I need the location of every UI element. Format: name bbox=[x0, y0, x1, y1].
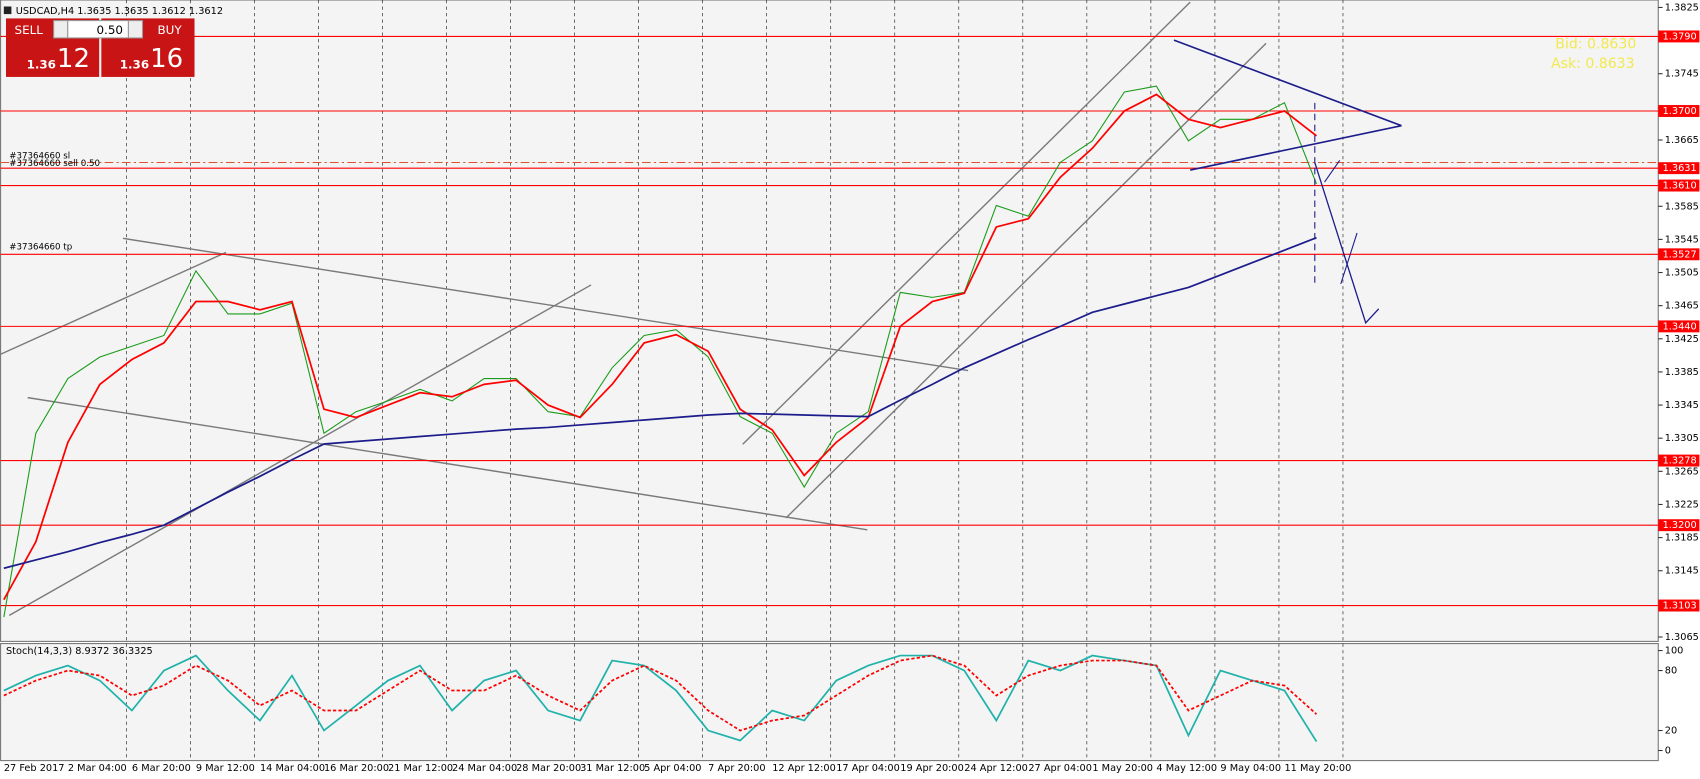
sell-pips: 12 bbox=[57, 44, 90, 74]
level-label: 1.3700 bbox=[1663, 106, 1697, 117]
y-tick-label: 100 bbox=[1665, 646, 1684, 657]
x-tick-label: 31 Mar 12:00 bbox=[580, 763, 645, 774]
level-tag bbox=[1658, 248, 1700, 261]
level-tag bbox=[1658, 179, 1700, 192]
lot-arrow[interactable] bbox=[127, 20, 144, 39]
level-label: 1.3103 bbox=[1663, 601, 1697, 612]
x-tick-label: 17 Apr 04:00 bbox=[836, 763, 900, 774]
level-label: 1.3440 bbox=[1663, 321, 1697, 332]
buy-button[interactable]: BUY bbox=[158, 23, 183, 37]
x-tick-label: 9 Mar 12:00 bbox=[196, 763, 255, 774]
x-tick-label: 2 Mar 04:00 bbox=[68, 763, 127, 774]
series-line bbox=[3, 236, 1317, 570]
y-tick-label: 1.3585 bbox=[1665, 201, 1699, 212]
y-tick-label: 1.3225 bbox=[1665, 499, 1699, 510]
lot-value[interactable]: 0.50 bbox=[96, 23, 123, 37]
level-tag bbox=[1658, 519, 1700, 532]
x-tick-label: 4 May 12:00 bbox=[1156, 763, 1217, 774]
y-tick-label: 1.3665 bbox=[1665, 135, 1699, 146]
x-tick-label: 24 Apr 12:00 bbox=[964, 763, 1028, 774]
bid: Bid: 0.8630 bbox=[1555, 36, 1636, 52]
y-tick-label: 1.3505 bbox=[1665, 268, 1699, 279]
price-panel bbox=[0, 0, 1659, 642]
level-label: 1.3278 bbox=[1663, 456, 1697, 467]
y-tick-label: 1.3745 bbox=[1665, 69, 1699, 80]
x-tick-label: 27 Apr 04:00 bbox=[1028, 763, 1092, 774]
x-tick-label: 5 Apr 04:00 bbox=[644, 763, 701, 774]
y-tick-label: 1.3345 bbox=[1665, 400, 1699, 411]
x-tick-label: 12 Apr 12:00 bbox=[772, 763, 836, 774]
stoch-title: Stoch(14,3,3) 8.9372 36.3325 bbox=[6, 646, 153, 657]
x-tick-label: 1 May 20:00 bbox=[1092, 763, 1153, 774]
series-line bbox=[3, 93, 1318, 601]
ask: Ask: 0.8633 bbox=[1551, 56, 1635, 72]
x-tick-label: 9 May 04:00 bbox=[1220, 763, 1281, 774]
y-tick-label: 1.3145 bbox=[1665, 566, 1699, 577]
triangle bbox=[1173, 39, 1402, 325]
x-tick-label: 6 Mar 20:00 bbox=[132, 763, 191, 774]
level-label: 1.3527 bbox=[1663, 249, 1697, 260]
x-tick-label: 28 Mar 20:00 bbox=[516, 763, 581, 774]
trade-panel: SELL 0.50 BUY 1.36 12 1.36 16 bbox=[5, 18, 195, 77]
x-tick-label: 14 Mar 04:00 bbox=[260, 763, 325, 774]
y-tick-label: 20 bbox=[1665, 726, 1677, 737]
level-tag bbox=[1658, 320, 1700, 333]
stoch-panel bbox=[0, 643, 1659, 762]
level-tag bbox=[1658, 599, 1700, 612]
order-label: #37364660 sl bbox=[9, 152, 70, 162]
y-tick-label: 1.3065 bbox=[1665, 632, 1699, 643]
buy-pips: 16 bbox=[150, 44, 183, 74]
y-tick-label: 1.3385 bbox=[1665, 367, 1699, 378]
order-label: #37364660 sell 0.50 bbox=[9, 159, 100, 169]
y-tick-label: 1.3265 bbox=[1665, 466, 1699, 477]
lot-arrow[interactable] bbox=[53, 20, 69, 39]
level-label: 1.3610 bbox=[1663, 181, 1697, 192]
level-tag bbox=[1658, 162, 1700, 175]
icon bbox=[3, 6, 12, 15]
level-tag bbox=[1658, 105, 1700, 117]
level-tag bbox=[1658, 454, 1700, 467]
x-tick-label: 24 Mar 04:00 bbox=[452, 763, 517, 774]
x-tick-label: 27 Feb 2017 bbox=[4, 763, 65, 774]
y-tick-label: 0 bbox=[1665, 746, 1671, 757]
order-label: #37364660 tp bbox=[9, 243, 72, 253]
y-tick-label: 1.3465 bbox=[1665, 301, 1699, 312]
series-line bbox=[3, 654, 1318, 732]
sell-button[interactable]: SELL bbox=[15, 23, 44, 37]
series-line bbox=[3, 654, 1318, 743]
level-label: 1.3631 bbox=[1663, 163, 1697, 174]
y-tick-label: 1.3425 bbox=[1665, 334, 1699, 345]
series-line bbox=[3, 85, 1317, 618]
x-tick-label: 19 Apr 20:00 bbox=[900, 763, 964, 774]
y-tick-label: 1.3825 bbox=[1665, 2, 1699, 13]
y-tick-label: 1.3545 bbox=[1665, 234, 1699, 245]
trend-lines bbox=[0, 1, 1267, 617]
x-tick-label: 16 Mar 20:00 bbox=[324, 763, 389, 774]
y-tick-label: 1.3305 bbox=[1665, 433, 1699, 444]
x-tick-label: 21 Mar 12:00 bbox=[388, 763, 453, 774]
buy-price: 1.36 bbox=[120, 58, 149, 72]
level-label: 1.3200 bbox=[1663, 520, 1697, 531]
x-tick-label: 7 Apr 20:00 bbox=[708, 763, 765, 774]
sell-price: 1.36 bbox=[27, 58, 56, 72]
level-tag bbox=[1658, 30, 1700, 43]
y-tick-label: 80 bbox=[1665, 666, 1677, 677]
x-tick-label: 11 May 20:00 bbox=[1284, 763, 1351, 774]
chart-title: USDCAD,H4 1.3635 1.3635 1.3612 1.3612 bbox=[16, 6, 223, 17]
y-tick-label: 1.3185 bbox=[1665, 533, 1699, 544]
level-label: 1.3790 bbox=[1663, 31, 1697, 42]
